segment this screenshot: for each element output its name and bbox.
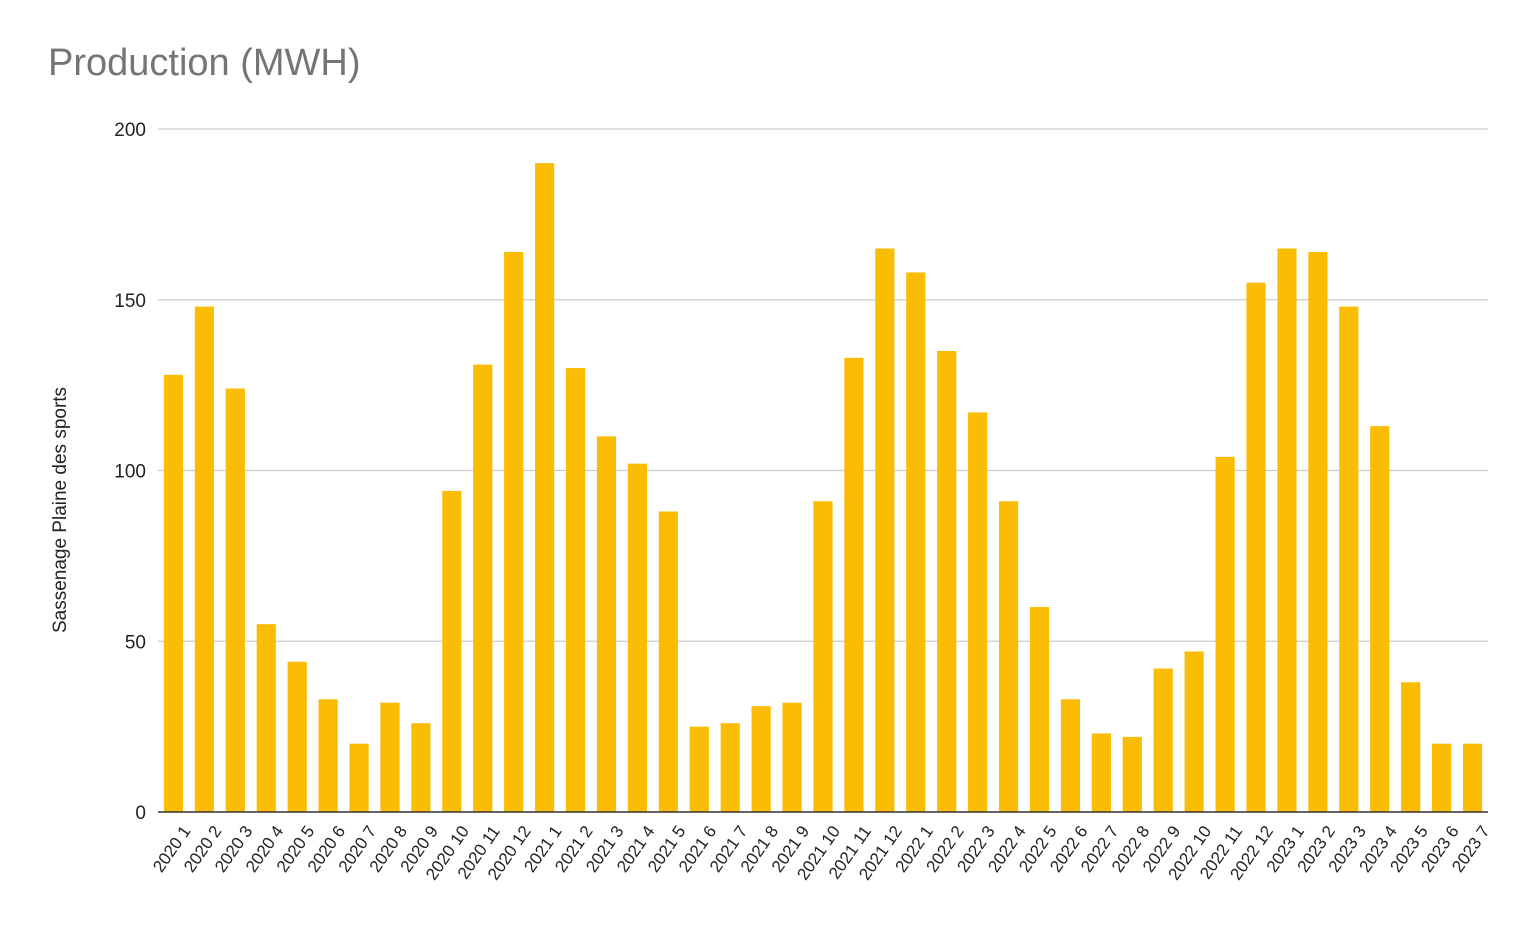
bar bbox=[782, 702, 802, 812]
bar bbox=[473, 364, 493, 812]
bar bbox=[504, 251, 524, 812]
bar bbox=[937, 350, 957, 812]
bar bbox=[875, 248, 895, 812]
bar bbox=[689, 726, 709, 812]
bar bbox=[1401, 682, 1421, 812]
chart-title: Production (MWH) bbox=[48, 42, 361, 84]
bar bbox=[565, 368, 586, 812]
bar bbox=[411, 723, 431, 812]
bar bbox=[968, 412, 988, 812]
bar bbox=[1184, 651, 1204, 812]
y-axis-label: Sassenage Plaine des sports bbox=[50, 387, 71, 633]
bar bbox=[1060, 699, 1081, 812]
bar bbox=[349, 743, 369, 812]
bar bbox=[998, 501, 1019, 812]
bar bbox=[751, 706, 771, 812]
bar bbox=[194, 306, 214, 812]
bar bbox=[1091, 733, 1111, 812]
bar bbox=[163, 374, 184, 812]
bar bbox=[225, 388, 245, 812]
bar bbox=[596, 436, 617, 812]
bar bbox=[658, 511, 678, 812]
bar bbox=[1246, 282, 1266, 812]
bars bbox=[163, 163, 1483, 812]
y-tick-label: 50 bbox=[125, 632, 146, 653]
gridlines bbox=[158, 128, 1488, 642]
bar bbox=[1370, 426, 1390, 812]
bar bbox=[442, 490, 462, 812]
y-tick-label: 200 bbox=[114, 120, 146, 141]
bar bbox=[318, 699, 338, 812]
bar bbox=[287, 661, 307, 812]
bar bbox=[1029, 607, 1050, 812]
y-tick-label: 150 bbox=[114, 291, 146, 312]
bar bbox=[256, 624, 276, 812]
bar bbox=[906, 272, 926, 812]
y-tick-labels: 0 50 100 150 200 bbox=[114, 120, 146, 824]
bar bbox=[1277, 248, 1297, 812]
bar bbox=[1339, 306, 1359, 812]
bar bbox=[1122, 736, 1142, 812]
bar bbox=[1153, 668, 1173, 812]
bar bbox=[535, 163, 555, 812]
bar bbox=[1215, 456, 1235, 812]
bar bbox=[844, 357, 864, 812]
bar bbox=[813, 501, 833, 812]
bar bbox=[1432, 743, 1452, 812]
bar bbox=[1308, 251, 1328, 812]
y-tick-label: 0 bbox=[135, 803, 146, 824]
y-tick-label: 100 bbox=[114, 462, 146, 483]
bar bbox=[627, 463, 648, 812]
bar bbox=[1462, 743, 1483, 812]
bar bbox=[380, 702, 400, 812]
bar bbox=[720, 723, 740, 812]
